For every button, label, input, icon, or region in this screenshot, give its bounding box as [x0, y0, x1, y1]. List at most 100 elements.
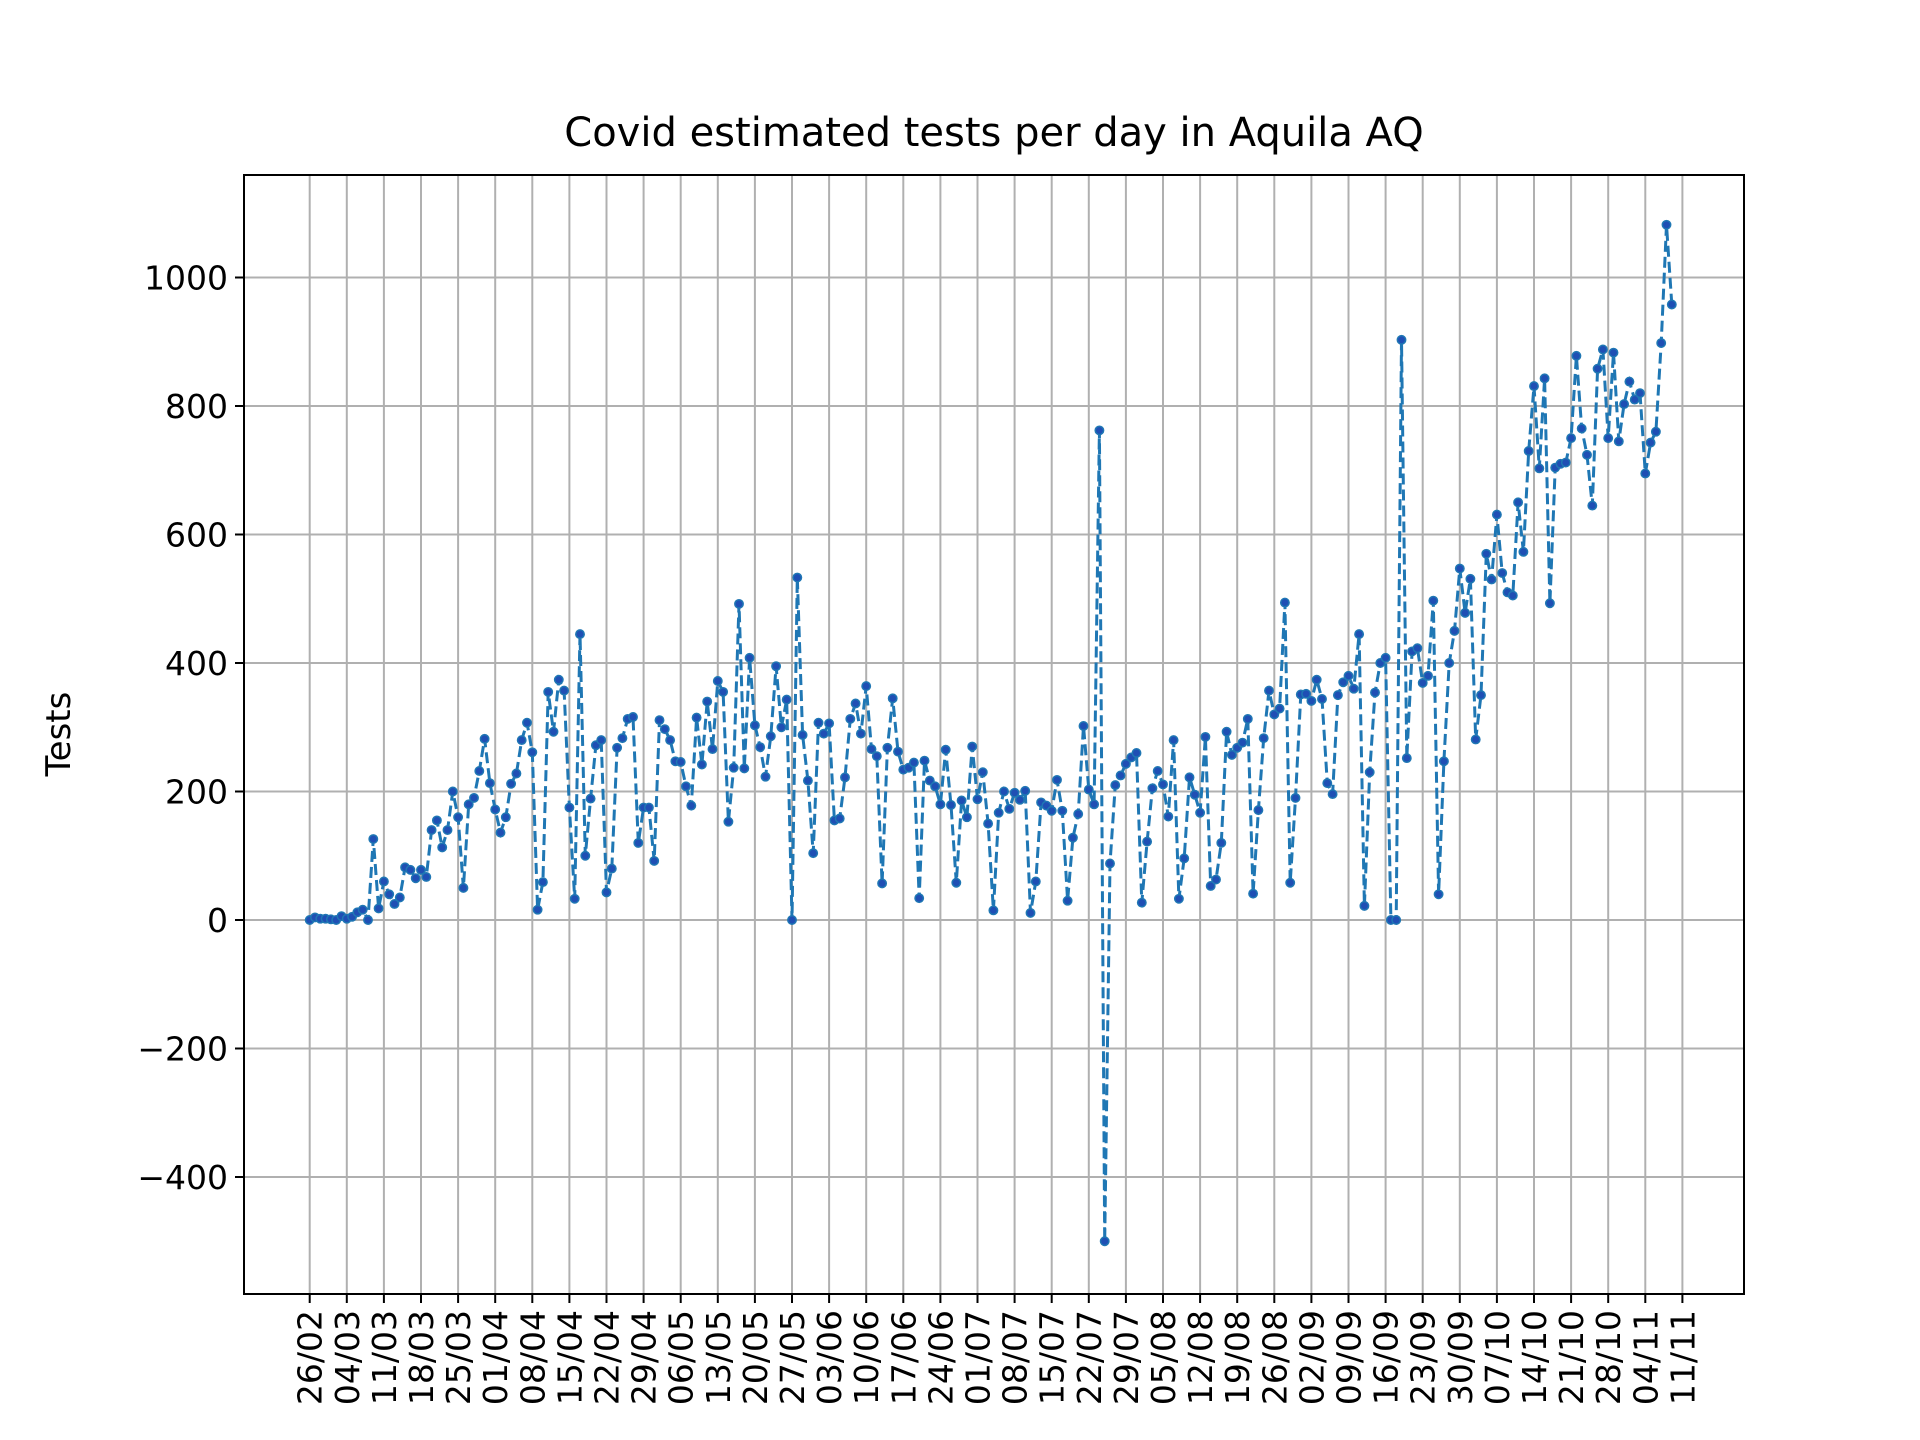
data-point: [1078, 721, 1089, 731]
data-point: [1412, 643, 1423, 654]
data-point: [1544, 598, 1555, 609]
data-point: [1317, 694, 1327, 704]
data-point: [866, 744, 877, 755]
data-point: [1205, 881, 1216, 891]
data-point: [744, 652, 755, 663]
data-point: [1089, 799, 1100, 810]
data-point: [1603, 433, 1614, 444]
x-tick-label: 17/06: [884, 1310, 923, 1405]
data-point: [421, 872, 432, 882]
data-point: [564, 802, 575, 813]
data-point: [548, 726, 559, 737]
data-point: [1454, 563, 1465, 574]
data-point: [479, 733, 490, 744]
data-point: [1449, 625, 1460, 636]
data-point: [1481, 548, 1492, 559]
data-point: [1073, 809, 1084, 819]
data-point: [1529, 381, 1539, 392]
data-point: [765, 731, 776, 742]
data-point: [1131, 748, 1142, 758]
data-point: [612, 742, 623, 753]
data-point: [734, 598, 744, 609]
data-point: [802, 775, 813, 786]
data-point: [511, 768, 522, 779]
data-point: [437, 842, 448, 853]
y-tick-label: −200: [137, 1030, 228, 1069]
data-point: [1290, 792, 1301, 803]
data-point: [1004, 803, 1015, 814]
data-point: [781, 694, 792, 705]
data-point: [559, 685, 570, 696]
data-point: [1470, 734, 1481, 745]
data-point: [1576, 423, 1587, 434]
data-point: [458, 882, 469, 893]
data-point: [1258, 733, 1269, 744]
data-point: [1428, 595, 1439, 606]
x-tick-label: 15/07: [1033, 1310, 1072, 1405]
x-tick-label: 06/05: [662, 1310, 701, 1405]
data-point: [1465, 573, 1476, 584]
x-tick-label: 07/10: [1478, 1310, 1517, 1405]
data-point: [956, 795, 967, 806]
x-tick-label: 14/10: [1515, 1310, 1554, 1405]
data-point: [961, 812, 972, 823]
data-point: [1438, 756, 1449, 767]
data-point: [1507, 590, 1518, 601]
data-point: [776, 722, 787, 733]
data-point: [1142, 836, 1153, 847]
data-point: [887, 693, 898, 704]
data-point: [1274, 703, 1285, 714]
data-point: [527, 747, 538, 758]
data-point: [1200, 731, 1211, 742]
x-tick-label: 01/07: [959, 1310, 998, 1405]
data-point: [1613, 436, 1624, 447]
x-tick-label: 25/03: [439, 1310, 478, 1405]
data-point: [1136, 897, 1147, 908]
data-point: [1163, 811, 1174, 822]
series-markers: [304, 219, 1677, 1247]
data-point: [617, 733, 628, 744]
data-point: [1645, 437, 1656, 448]
data-point: [1370, 687, 1380, 698]
data-point: [453, 812, 464, 823]
x-tick-label: 11/03: [365, 1310, 404, 1405]
data-point: [373, 903, 384, 914]
y-tick-label: 400: [165, 644, 228, 683]
data-point: [1619, 399, 1630, 410]
x-tick-label: 19/08: [1218, 1310, 1257, 1405]
data-point: [696, 759, 707, 770]
data-point: [1359, 900, 1370, 911]
data-point: [1592, 363, 1603, 374]
data-point: [1105, 858, 1115, 869]
data-point: [1460, 607, 1471, 618]
x-tick-label: 28/10: [1589, 1310, 1628, 1405]
y-tick-label: 200: [165, 773, 228, 812]
data-point: [855, 728, 866, 739]
x-tick-label: 11/11: [1663, 1310, 1702, 1405]
data-point: [1025, 907, 1036, 918]
data-point: [389, 898, 400, 909]
data-point: [1354, 629, 1365, 640]
data-point: [999, 786, 1009, 797]
data-point: [840, 772, 850, 783]
data-point: [1158, 779, 1168, 790]
data-point: [749, 720, 760, 731]
data-point: [1513, 497, 1524, 508]
data-point: [1327, 789, 1338, 800]
data-point: [940, 744, 951, 755]
data-point: [1020, 785, 1031, 796]
data-point: [914, 893, 925, 904]
y-axis-ticks: −400 −200 0 200 400 600 800 1000: [137, 259, 244, 1197]
data-point: [681, 781, 691, 792]
data-point: [1587, 500, 1598, 511]
data-point: [1248, 888, 1259, 899]
data-point: [1173, 893, 1184, 904]
data-point: [1391, 915, 1402, 925]
data-point: [818, 728, 829, 739]
x-tick-label: 23/09: [1404, 1310, 1443, 1405]
data-point: [606, 863, 617, 874]
data-point: [1629, 394, 1640, 405]
data-point: [919, 755, 930, 766]
data-point: [972, 794, 983, 805]
data-point: [643, 802, 654, 813]
